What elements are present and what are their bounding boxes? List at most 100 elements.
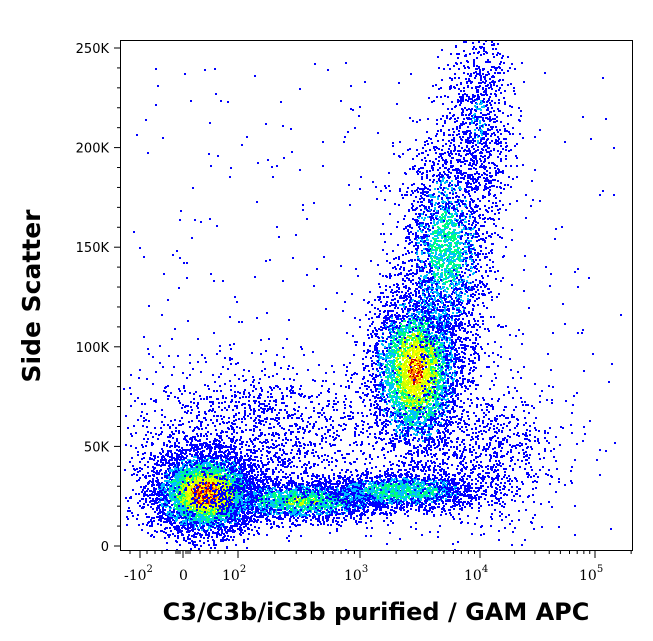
event-point [268, 519, 270, 521]
event-point [210, 523, 212, 525]
event-point [166, 482, 168, 484]
event-point [152, 491, 154, 493]
event-point [216, 470, 218, 472]
event-point [177, 532, 179, 534]
event-point [195, 473, 197, 475]
event-point [243, 469, 245, 471]
event-point [160, 530, 162, 532]
event-point [182, 476, 184, 478]
event-point [258, 480, 260, 482]
event-point [170, 517, 172, 519]
event-point [199, 521, 201, 523]
event-point [172, 474, 174, 476]
event-point [195, 475, 197, 477]
event-point [266, 534, 268, 536]
event-point [198, 548, 200, 550]
event-point [194, 510, 196, 512]
event-point [245, 520, 247, 522]
event-point [164, 475, 166, 477]
event-point [169, 495, 171, 497]
event-point [229, 528, 231, 530]
event-point [187, 538, 189, 540]
event-point [197, 472, 199, 474]
event-point [196, 481, 198, 483]
event-point [191, 540, 193, 542]
event-point [153, 536, 155, 538]
event-point [176, 490, 178, 492]
event-point [212, 516, 214, 518]
event-point [172, 495, 174, 497]
event-point [207, 490, 209, 492]
event-point [212, 511, 214, 513]
event-point [251, 482, 253, 484]
event-point [260, 468, 262, 470]
event-point [142, 453, 144, 455]
event-point [153, 459, 155, 461]
event-point [244, 482, 246, 484]
event-point [153, 517, 155, 519]
event-point [145, 498, 147, 500]
event-point [208, 499, 210, 501]
event-point [161, 515, 163, 517]
event-point [225, 460, 227, 462]
event-point [251, 529, 253, 531]
event-point [225, 531, 227, 533]
event-point [184, 449, 186, 451]
event-point [206, 459, 208, 461]
event-point [208, 510, 210, 512]
event-point [158, 505, 160, 507]
event-point [224, 535, 226, 537]
event-point [133, 468, 135, 470]
event-point [189, 530, 191, 532]
event-point [141, 491, 143, 493]
event-point [127, 510, 129, 512]
event-point [166, 549, 168, 550]
event-point [248, 473, 250, 475]
event-point [162, 499, 164, 501]
event-point [199, 467, 201, 469]
event-point [181, 467, 183, 469]
event-point [160, 494, 162, 496]
event-point [229, 468, 231, 470]
event-point [203, 530, 205, 532]
event-point [139, 505, 141, 507]
event-point [189, 453, 191, 455]
event-point [213, 479, 215, 481]
event-point [184, 520, 186, 522]
event-point [252, 459, 254, 461]
event-point [172, 497, 174, 499]
event-point [162, 513, 164, 515]
event-point [198, 464, 200, 466]
event-point [213, 513, 215, 515]
event-point [202, 525, 204, 527]
event-point [200, 433, 202, 435]
event-point [164, 537, 166, 539]
event-point [167, 455, 169, 457]
event-point [272, 480, 274, 482]
event-point [210, 433, 212, 435]
event-point [182, 526, 184, 528]
event-point [184, 503, 186, 505]
event-point [193, 456, 195, 458]
event-point [131, 457, 133, 459]
event-point [174, 515, 176, 517]
event-point [145, 513, 147, 515]
event-point [212, 522, 214, 524]
event-point [145, 501, 147, 503]
event-point [194, 467, 196, 469]
event-point [187, 536, 189, 538]
event-point [231, 457, 233, 459]
event-point [141, 468, 143, 470]
event-point [185, 540, 187, 542]
event-point [158, 493, 160, 495]
event-point [180, 503, 182, 505]
event-point [193, 459, 195, 461]
event-point [223, 442, 225, 444]
event-point [210, 529, 212, 531]
event-point [227, 460, 229, 462]
event-point [212, 520, 214, 522]
event-point [190, 492, 192, 494]
event-point [204, 456, 206, 458]
event-point [250, 451, 252, 453]
event-point [194, 436, 196, 438]
